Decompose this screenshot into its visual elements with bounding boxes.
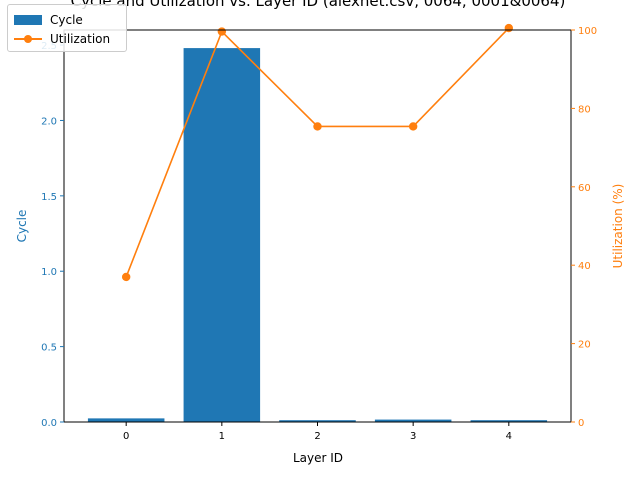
cycle-bar-1 bbox=[183, 48, 261, 422]
utilization-point-3 bbox=[408, 122, 418, 131]
legend-label-utilization: Utilization bbox=[50, 32, 111, 46]
x-axis: 0 1 2 3 4 bbox=[123, 422, 512, 442]
x-tick-label: 4 bbox=[506, 431, 512, 442]
x-tick-label: 1 bbox=[219, 431, 225, 442]
plot-frame bbox=[63, 29, 572, 423]
left-tick-label: 0.5 bbox=[41, 343, 57, 354]
legend-label-cycle: Cycle bbox=[50, 13, 83, 27]
utilization-point-0 bbox=[121, 272, 131, 282]
x-tick-label: 2 bbox=[314, 431, 320, 442]
utilization-point-2 bbox=[313, 122, 322, 131]
right-tick-label: 20 bbox=[578, 340, 591, 351]
legend-item-cycle: Cycle bbox=[14, 11, 83, 29]
left-tick-label: 1.0 bbox=[41, 267, 57, 278]
right-tick-label: 60 bbox=[578, 183, 591, 194]
left-tick-label: 2.0 bbox=[41, 116, 57, 127]
right-tick-label: 80 bbox=[578, 104, 591, 115]
cycle-bar-2 bbox=[279, 420, 356, 422]
cycle-bar-0 bbox=[87, 418, 165, 422]
right-axis-label: Utilization (%) bbox=[611, 184, 625, 269]
utilization-line-layer bbox=[121, 23, 514, 282]
x-axis-label: Layer ID bbox=[293, 451, 343, 465]
left-tick-label: 0.0 bbox=[41, 418, 57, 429]
utilization-point-4 bbox=[504, 23, 514, 33]
utilization-point-1 bbox=[217, 27, 227, 36]
left-tick-label: 1.5 bbox=[41, 192, 57, 203]
legend-item-utilization: Utilization bbox=[14, 30, 110, 48]
x-tick-label: 3 bbox=[410, 431, 416, 442]
right-axis: 0 20 40 60 80 100 bbox=[571, 26, 597, 429]
right-tick-label: 100 bbox=[578, 26, 597, 37]
cycle-bar-4 bbox=[470, 420, 548, 422]
chart-title: Cycle and Utilization vs. Layer ID (alex… bbox=[71, 0, 566, 10]
left-axis-label: Cycle bbox=[15, 210, 29, 243]
right-tick-label: 40 bbox=[578, 261, 591, 272]
legend: Cycle Utilization bbox=[7, 4, 127, 52]
x-tick-label: 0 bbox=[123, 431, 129, 442]
legend-swatch-cycle bbox=[14, 15, 42, 25]
legend-swatch-utilization bbox=[14, 32, 42, 46]
bars-layer bbox=[87, 48, 548, 422]
cycle-bar-3 bbox=[374, 419, 452, 422]
right-tick-label: 0 bbox=[578, 418, 584, 429]
left-axis: 0.00.51.01.52.02.5 bbox=[41, 41, 64, 429]
